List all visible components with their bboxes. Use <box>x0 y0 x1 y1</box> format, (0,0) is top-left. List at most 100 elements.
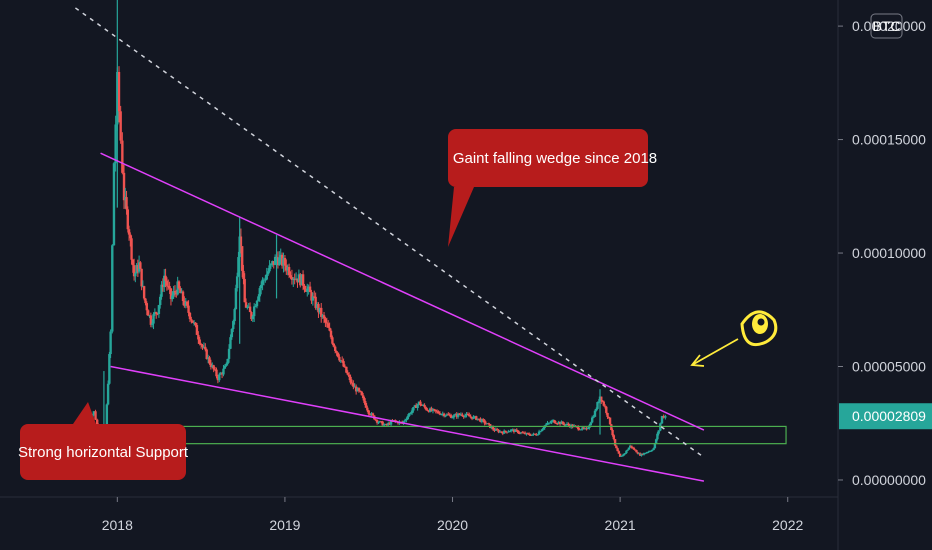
candle-body <box>283 257 287 266</box>
candle <box>511 428 514 432</box>
candle-body <box>394 420 397 422</box>
candle <box>536 433 539 436</box>
candle-body <box>255 300 259 307</box>
candle <box>607 416 611 419</box>
candle <box>331 335 334 345</box>
candle-body <box>602 401 605 406</box>
candle <box>406 414 410 421</box>
candle <box>553 419 556 424</box>
candle <box>516 430 520 434</box>
candle-body <box>191 320 194 323</box>
candle-body <box>626 449 629 451</box>
candle-body <box>630 445 633 448</box>
candle <box>441 411 444 417</box>
candle <box>486 423 489 425</box>
candle-body <box>452 415 456 418</box>
candlestick-series <box>87 0 667 457</box>
candle-body <box>114 124 117 164</box>
callout-falling-wedge[interactable]: Gaint falling wedge since 2018 <box>448 129 657 247</box>
candle <box>280 252 284 269</box>
candle <box>384 423 387 426</box>
candle <box>519 431 523 435</box>
candle <box>257 294 260 302</box>
candle-body <box>135 265 138 274</box>
candle-body <box>406 416 410 420</box>
candle-body <box>444 415 447 417</box>
candle <box>114 115 117 172</box>
candle <box>437 410 440 414</box>
y-axis[interactable]: 0.000200000.000150000.000100000.00005000… <box>838 18 932 488</box>
candle <box>585 427 588 431</box>
candle-body <box>149 315 153 325</box>
candle-body <box>297 274 301 283</box>
candle <box>179 286 182 294</box>
candle <box>191 320 194 324</box>
candle-body <box>246 307 249 309</box>
candle-body <box>303 285 306 290</box>
candle <box>440 413 443 416</box>
candle-body <box>261 279 264 285</box>
candle <box>190 316 193 324</box>
candle-body <box>290 277 294 280</box>
candle <box>656 432 659 441</box>
candle-body <box>239 236 243 247</box>
currency-badge[interactable]: BTC <box>870 13 903 39</box>
candle-body <box>205 349 208 359</box>
last-price-badge[interactable]: 0.00002809 <box>839 403 932 430</box>
candle <box>621 454 624 457</box>
wedge-upper-line[interactable] <box>100 152 705 431</box>
candle <box>501 431 504 436</box>
candle <box>408 412 411 418</box>
candle-body <box>656 433 659 440</box>
candle-body <box>247 306 250 308</box>
candle <box>343 364 347 368</box>
candle <box>367 409 370 416</box>
candle-body <box>329 330 333 338</box>
candle <box>185 300 189 308</box>
candle-body <box>412 407 415 411</box>
candle-body <box>96 419 99 426</box>
candle-body <box>259 284 263 289</box>
candle <box>125 190 128 215</box>
candle-body <box>477 418 481 420</box>
x-tick-label: 2022 <box>772 517 803 533</box>
x-axis[interactable]: 2018 2019 2020 2021 2022 <box>102 497 804 533</box>
candle <box>268 260 271 273</box>
candle-body <box>152 314 155 324</box>
candle-body <box>480 419 484 422</box>
candle <box>269 262 273 269</box>
candle-body <box>356 388 359 392</box>
candle-body <box>215 369 218 377</box>
candle-body <box>112 163 116 246</box>
candle-body <box>318 307 322 313</box>
candle-body <box>334 346 337 351</box>
dashed-trendline[interactable] <box>74 7 705 458</box>
candle-body <box>338 356 341 361</box>
candle-body <box>563 423 566 426</box>
candle-body <box>437 411 440 414</box>
candle <box>167 279 170 290</box>
y-tick-label: 0.00015000 <box>852 132 926 148</box>
candle <box>278 251 281 266</box>
candle-body <box>160 284 163 297</box>
candle <box>454 413 457 416</box>
candle-body <box>122 172 126 201</box>
candle <box>472 415 475 420</box>
candle-body <box>644 453 647 455</box>
candle <box>159 294 162 309</box>
candle-body <box>136 265 140 272</box>
candle <box>528 432 531 436</box>
candle-body <box>354 386 358 392</box>
candle <box>109 329 112 359</box>
wedge-lower-line[interactable] <box>110 365 705 482</box>
candle <box>508 430 511 433</box>
candle-body <box>381 421 384 426</box>
candle-body <box>528 433 531 435</box>
candle-body <box>197 334 200 340</box>
candle-body <box>144 298 147 304</box>
candle <box>188 311 192 323</box>
callout-support[interactable]: Strong horizontal Support <box>18 402 189 480</box>
candle-body <box>433 409 436 411</box>
candle-body <box>357 388 361 391</box>
